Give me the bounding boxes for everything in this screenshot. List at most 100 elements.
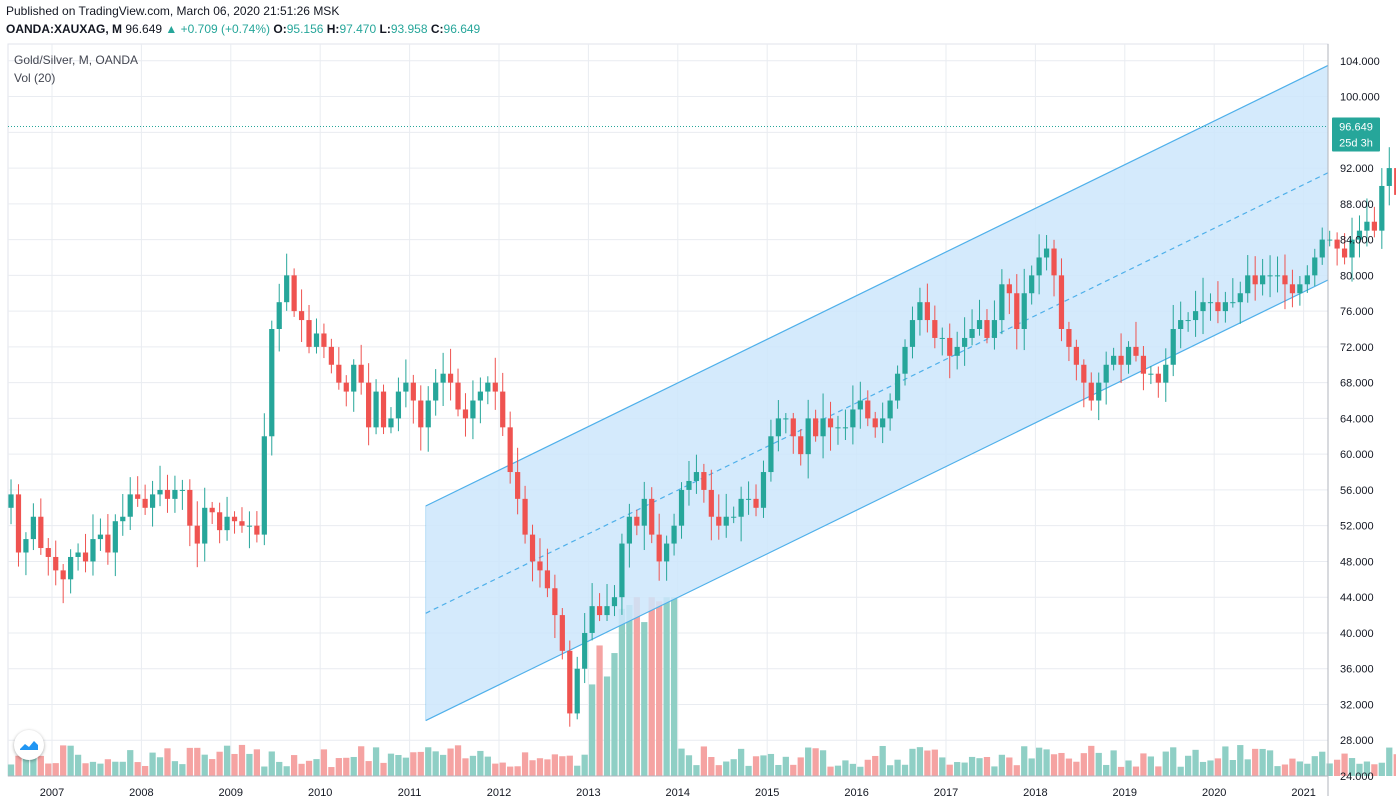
volume-bar <box>1035 747 1043 776</box>
volume-bar <box>119 761 126 776</box>
volume-bar <box>708 757 715 776</box>
candle-body <box>1312 257 1318 276</box>
volume-bar <box>30 749 37 776</box>
volume-bar <box>313 759 320 776</box>
volume-bar <box>581 754 588 776</box>
candle-body <box>894 373 901 401</box>
volume-bar <box>335 758 342 776</box>
candle-body <box>1349 239 1355 258</box>
volume-bar <box>395 754 402 776</box>
volume-bar <box>477 750 484 776</box>
candle-body <box>954 346 960 356</box>
volume-bar <box>387 753 395 776</box>
volume-bar <box>886 765 894 776</box>
candle-body <box>164 489 171 499</box>
tradingview-logo-icon[interactable] <box>14 730 44 760</box>
volume-bar <box>1013 765 1020 776</box>
volume-bar <box>276 761 283 776</box>
candle-body <box>298 311 305 321</box>
symbol-label: OANDA:XAUXAG, M <box>6 22 122 36</box>
volume-bar <box>305 760 313 776</box>
y-tick-label: 84.000 <box>1340 235 1374 247</box>
volume-bar <box>1222 746 1229 776</box>
volume-bar <box>67 745 74 776</box>
channel-upper-line <box>425 64 1329 507</box>
candle-body <box>455 382 461 410</box>
volume-bar <box>1006 757 1013 776</box>
volume-bar <box>1386 747 1393 776</box>
volume-bar <box>104 759 112 776</box>
volume-bar <box>141 765 149 776</box>
candle-body <box>716 516 722 526</box>
volume-bar <box>231 753 238 776</box>
volume-bar <box>1103 764 1110 776</box>
volume-bar <box>849 763 857 776</box>
volume-bar <box>164 748 171 776</box>
candle-body <box>217 512 223 531</box>
candle-body <box>462 409 469 419</box>
channel-fill <box>425 44 1328 721</box>
candle-body <box>351 364 357 392</box>
volume-bar <box>499 762 506 776</box>
candle-body <box>1215 302 1221 312</box>
candle-body <box>887 400 893 419</box>
candle-body <box>284 275 290 303</box>
candle-body <box>865 400 871 419</box>
volume-bar <box>15 755 22 776</box>
candle-body <box>23 539 29 553</box>
volume-bar <box>521 752 529 776</box>
volume-bar <box>320 749 328 776</box>
candle-body <box>932 320 938 338</box>
volume-bar <box>1378 762 1385 776</box>
volume-bar <box>1333 759 1341 776</box>
candle-body <box>1304 275 1310 285</box>
volume-bar <box>723 761 730 776</box>
change-value: +0.709 (+0.74%) <box>180 22 271 36</box>
volume-bar <box>171 761 179 776</box>
volume-bar <box>1140 753 1147 776</box>
candle-body <box>991 320 998 338</box>
candle-body <box>626 516 632 544</box>
candle-body <box>440 373 446 383</box>
candle-body <box>1341 248 1348 258</box>
candle-body <box>1274 275 1281 277</box>
volume-bar <box>82 763 89 776</box>
volume-bar <box>45 763 52 776</box>
volume-bar <box>261 766 268 776</box>
high-label: H: <box>326 22 340 36</box>
candle-body <box>1140 355 1147 374</box>
volume-bar <box>864 759 871 776</box>
candle-body <box>515 472 521 499</box>
candle-body <box>1014 293 1020 329</box>
candle-body <box>172 489 178 499</box>
volume-bar <box>611 653 618 776</box>
candle-body <box>1252 275 1258 285</box>
candle-body <box>1058 275 1065 329</box>
volume-bar <box>670 597 678 776</box>
candle-body <box>701 472 707 490</box>
candle-body <box>500 391 506 428</box>
candle-body <box>336 364 342 383</box>
candle-body <box>850 409 856 428</box>
volume-bar <box>1363 761 1371 776</box>
volume-bar <box>745 765 752 776</box>
candle-body <box>1200 302 1206 312</box>
open-label: O: <box>273 22 287 36</box>
volume-bar <box>782 756 789 776</box>
candle-body <box>1371 221 1377 231</box>
candle-body <box>477 391 483 401</box>
volume-bar <box>1155 766 1162 776</box>
volume-bar <box>290 755 298 776</box>
candle-body <box>425 400 431 428</box>
volume-bar <box>1341 753 1348 776</box>
volume-bar <box>179 764 186 776</box>
volume-bar <box>1170 747 1177 776</box>
candle-body <box>269 329 275 437</box>
candle-body <box>976 320 983 329</box>
volume-bar <box>559 756 566 776</box>
candle-body <box>306 320 312 347</box>
candle-body <box>433 382 439 401</box>
candle-body <box>1051 248 1057 276</box>
volume-bar <box>730 759 737 776</box>
